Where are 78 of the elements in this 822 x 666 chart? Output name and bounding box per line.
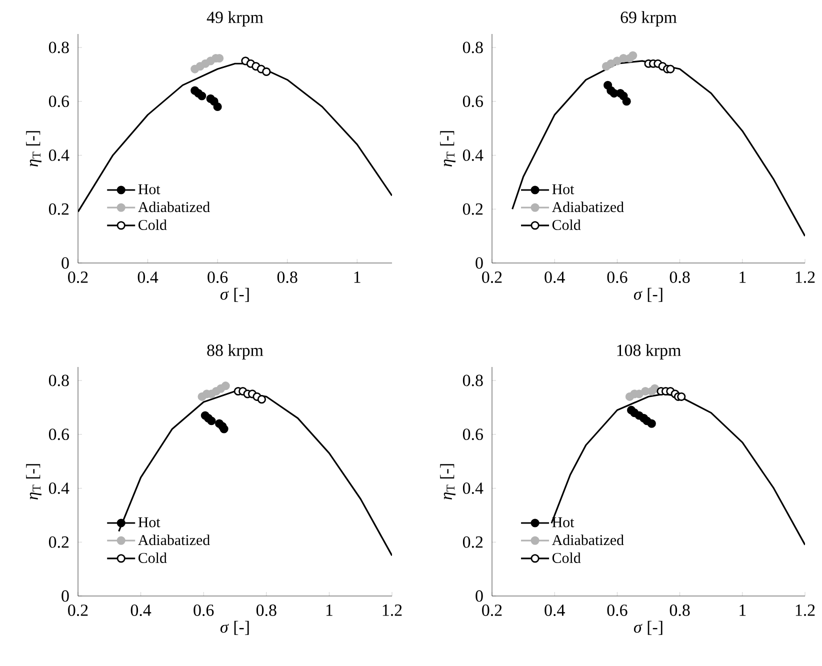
y-tick-label: 0 (476, 257, 483, 269)
y-tick-label: 0 (476, 590, 483, 602)
point (622, 97, 631, 106)
x-tick-label: 0.4 (130, 604, 152, 616)
y-tick-label: 0.2 (48, 203, 69, 215)
y-tick-label: 0.2 (48, 536, 69, 548)
x-axis-title: σ [-] (220, 620, 249, 635)
point (677, 392, 686, 401)
x-tick-label: 0.4 (138, 272, 158, 284)
y-tick-label: 0.8 (48, 374, 69, 386)
legend-label: Cold (138, 219, 167, 230)
y-tick-label: 0 (62, 257, 69, 269)
point (650, 384, 660, 393)
x-axis-title: σ [-] (220, 288, 249, 302)
y-axis-title: η$_{T}$ [-] (440, 131, 456, 167)
point (220, 424, 228, 434)
x-tick-label: 1 (740, 604, 746, 616)
y-tick-label: 0.6 (462, 428, 483, 440)
legend-label: Adiabatized (552, 534, 624, 546)
legend-label: Adiabatized (138, 202, 210, 212)
legend-label: Adiabatized (552, 202, 624, 212)
y-tick-label: 0.2 (462, 536, 483, 548)
legend-label: Hot (552, 517, 574, 528)
point (628, 51, 638, 60)
point (221, 382, 230, 390)
point (257, 395, 266, 404)
legend-label: Adiabatized (138, 534, 210, 546)
legend-label: Hot (552, 184, 574, 194)
legend-label: Cold (552, 552, 581, 563)
x-tick-label: 0.8 (670, 604, 690, 616)
x-tick-label: 1.2 (796, 272, 815, 283)
x-tick-label: 0.6 (607, 604, 628, 616)
x-tick-label: 1.2 (382, 604, 402, 616)
y-tick-label: 0.8 (462, 42, 483, 54)
point (207, 416, 216, 426)
x-axis-title: σ [-] (634, 288, 662, 302)
legend-label: Hot (138, 517, 160, 528)
x-tick-label: 0.8 (277, 272, 298, 284)
x-tick-label: 0.6 (208, 272, 228, 284)
y-tick-label: 0.2 (462, 203, 483, 215)
x-axis-title: σ [-] (634, 620, 662, 635)
x-tick-label: 1 (354, 272, 360, 283)
legend-label: Cold (138, 552, 167, 563)
x-tick-label: 1 (740, 272, 746, 283)
y-axis-title: η$_{T}$ [-] (440, 464, 456, 500)
point (606, 59, 616, 68)
x-tick-label: 0.4 (544, 272, 565, 284)
chart-title: 88 krpm (207, 344, 264, 360)
chart-title: 49 krpm (206, 11, 264, 27)
y-tick-label: 0.4 (48, 149, 70, 161)
x-tick-label: 0.6 (607, 272, 628, 284)
x-tick-label: 0.8 (256, 604, 276, 616)
y-tick-label: 0.6 (48, 428, 69, 440)
chart-title: 69 krpm (620, 11, 677, 27)
y-axis-title: η$_{T}$ [-] (26, 131, 42, 167)
legend-label: Hot (138, 184, 160, 194)
point (647, 419, 656, 428)
chart-title: 108 krpm (617, 344, 681, 360)
point (213, 102, 222, 112)
y-axis-title: η$_{T}$ [-] (26, 464, 42, 500)
y-tick-label: 0.4 (462, 482, 484, 494)
y-tick-label: 0.6 (48, 96, 69, 108)
legend-label: Cold (552, 219, 581, 230)
y-tick-label: 0.8 (462, 374, 483, 386)
y-tick-label: 0.4 (462, 149, 484, 161)
x-tick-label: 1 (326, 604, 332, 616)
x-tick-label: 0.4 (544, 604, 565, 616)
y-tick-label: 0.4 (48, 482, 70, 494)
x-tick-label: 0.6 (194, 604, 214, 616)
y-tick-label: 0 (62, 590, 69, 602)
point (612, 56, 622, 66)
point (666, 64, 675, 74)
y-tick-label: 0.8 (48, 42, 69, 54)
x-tick-label: 1.2 (796, 604, 815, 616)
y-tick-label: 0.6 (462, 96, 483, 108)
x-tick-label: 0.8 (670, 272, 690, 284)
point (262, 67, 271, 76)
point (198, 92, 206, 100)
